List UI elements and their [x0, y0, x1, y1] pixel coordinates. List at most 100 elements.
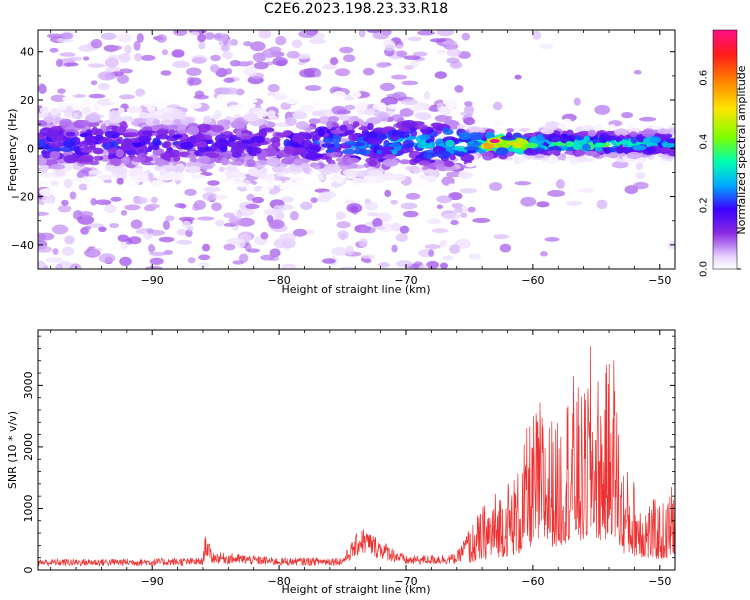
spectrogram-cell	[109, 223, 119, 229]
spectrogram-cell	[321, 258, 336, 264]
spectrogram-cell	[346, 157, 360, 164]
spectrogram-cell	[445, 139, 455, 148]
spectrogram-cell	[399, 159, 410, 165]
spectrogram-cell	[110, 196, 122, 202]
spectrogram-x-ticks: −90 −80 −70 −60 −50	[50, 30, 671, 287]
spectrogram-cell	[252, 196, 264, 204]
spectrogram-cell	[190, 174, 207, 179]
spectrogram-cell	[390, 199, 398, 205]
spectrogram-cell	[594, 147, 603, 152]
spectrogram-cell	[218, 166, 225, 173]
spectrogram-cell	[506, 128, 515, 133]
spectrogram-cell	[395, 44, 404, 50]
spectrogram-cell	[54, 116, 62, 124]
spectrogram-cell	[578, 187, 594, 193]
spectrogram-cell	[630, 135, 638, 144]
spectrogram-cell	[39, 188, 55, 197]
spectrogram-cell	[417, 142, 433, 149]
spectrogram-cell	[220, 44, 230, 52]
spectrogram-cell	[417, 30, 436, 36]
spectrogram-cell	[267, 83, 280, 93]
spectrogram-cell	[124, 178, 135, 186]
spectrogram-cell	[377, 102, 387, 111]
spectrogram-cell	[633, 181, 649, 190]
spectrogram-cell	[52, 248, 59, 255]
spectrogram-cell	[63, 62, 79, 67]
spectrogram-cell	[547, 159, 558, 164]
spectrogram-cell	[564, 156, 576, 162]
spectrogram-cell	[416, 112, 432, 121]
spectrogram-cell	[85, 129, 93, 136]
spectrogram-cell	[321, 143, 335, 148]
spectrogram-cell	[632, 145, 647, 151]
snr-line-series	[38, 345, 675, 567]
spectrogram-cell	[140, 54, 156, 61]
spectrogram-cell	[458, 171, 473, 179]
spectrogram-cell	[446, 171, 463, 178]
spectrogram-cell	[405, 165, 419, 172]
spectrogram-cell	[446, 48, 462, 57]
spectrogram-cell	[614, 128, 629, 137]
spectrogram-cell	[434, 71, 448, 79]
spectrogram-cell	[230, 146, 245, 155]
spectrogram-cell	[322, 137, 334, 144]
spectrogram-cell	[61, 246, 75, 256]
spectrogram-cell	[382, 158, 399, 167]
spectrogram-cell	[79, 154, 94, 163]
spectrogram-cell	[645, 146, 657, 154]
spectrogram-cell	[366, 117, 382, 124]
spectrogram-cell	[614, 146, 628, 153]
spectrogram-cell	[38, 121, 48, 127]
spectrogram-cell	[187, 126, 200, 136]
spectrogram-cell	[442, 166, 457, 171]
spectrogram-cell	[532, 30, 542, 40]
spectrogram-cell	[415, 123, 428, 130]
spectrogram-cell	[203, 115, 212, 124]
spectrogram-cell	[252, 149, 262, 155]
spectrogram-cell	[54, 168, 66, 177]
spectrogram-cell	[562, 118, 572, 124]
spectrogram-cell	[317, 128, 325, 137]
spectrogram-cell	[273, 238, 287, 249]
spectrogram-cell	[447, 183, 455, 192]
spectrogram-cell	[117, 107, 125, 114]
spectrogram-cell	[59, 32, 74, 40]
spectrogram-cell	[367, 122, 374, 131]
spectrogram-cell	[120, 209, 128, 216]
spectrogram-cell	[149, 257, 164, 265]
spectrogram-cell	[342, 168, 357, 176]
spectrogram-cell	[368, 160, 378, 167]
spectrogram-cell	[86, 183, 96, 190]
spectrogram-cell	[391, 130, 398, 137]
spectrogram-cell	[392, 173, 407, 182]
spectrogram-cell	[468, 132, 483, 141]
spectrogram-cell	[366, 169, 383, 176]
spectrogram-cell	[364, 201, 379, 211]
spectrogram-cell	[418, 174, 427, 180]
spectrogram-cell	[367, 212, 379, 217]
spectrogram-cell	[121, 156, 131, 165]
spectrogram-cell	[318, 191, 337, 199]
spectrogram-cell	[61, 199, 69, 206]
spectrogram-cell	[172, 60, 190, 69]
spectrogram-cell	[110, 45, 123, 51]
spectrogram-cell	[618, 140, 632, 145]
spectrogram-cell	[147, 243, 155, 254]
spectrogram-cell	[160, 113, 176, 122]
spectrogram-cell	[204, 32, 215, 40]
spectrogram-cell	[161, 141, 170, 149]
spectrogram-cell	[120, 142, 135, 152]
spectrogram-cell	[304, 85, 322, 91]
spectrogram-cell	[211, 141, 228, 148]
spectrogram-cell	[573, 97, 581, 106]
spectrogram-cell	[235, 209, 243, 220]
spectrogram-y-tick-label: 0	[27, 142, 34, 155]
spectrogram-cell	[587, 129, 597, 137]
spectrogram-cell	[489, 182, 503, 191]
spectrogram-cell	[38, 157, 47, 166]
spectrogram-cell	[460, 212, 468, 218]
spectrogram-cell	[210, 124, 225, 133]
spectrogram-cell	[98, 253, 116, 264]
spectrogram-x-tick-label: −70	[394, 274, 417, 287]
spectrogram-cell	[78, 44, 96, 52]
